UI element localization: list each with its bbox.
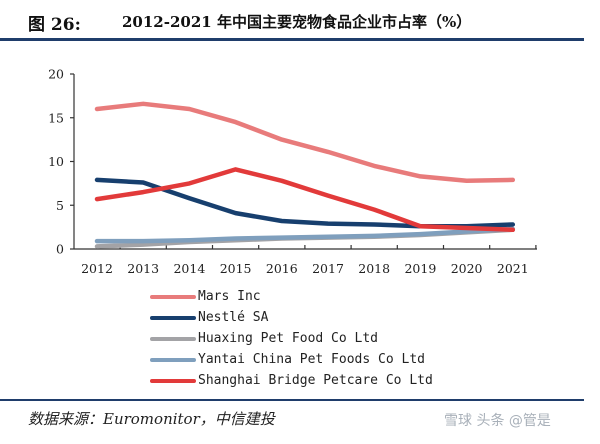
figure-number: 图 26:: [28, 15, 81, 35]
y-tick-label: 20: [48, 67, 64, 82]
footer-divider: [0, 399, 584, 401]
x-tick-label: 2020: [451, 261, 483, 276]
legend-swatch: [150, 378, 196, 383]
legend-label: Huaxing Pet Food Co Ltd: [198, 331, 379, 346]
legend-label: Nestlé SA: [198, 310, 269, 325]
y-tick-label: 15: [48, 110, 64, 125]
legend-item: Mars Inc: [150, 286, 433, 307]
series-line-shanghai-bridge-petcare-co-ltd: [94, 167, 516, 233]
y-tick-label: 5: [56, 198, 64, 213]
legend-swatch: [150, 336, 196, 341]
line-chart: 0 5 10 15 20 2012 2013 2014 2015 2016 2017 2018 2019…: [48, 67, 537, 276]
legend: Mars Inc Nestlé SA Huaxing Pet Food Co Ltd…: [150, 286, 433, 391]
header-divider: [0, 38, 584, 41]
legend-item: Yantai China Pet Foods Co Ltd: [150, 349, 433, 370]
legend-label: Yantai China Pet Foods Co Ltd: [198, 352, 425, 367]
x-tick-label: 2015: [220, 261, 252, 276]
legend-swatch: [150, 294, 196, 299]
x-tick-label: 2014: [173, 261, 205, 276]
series-line-mars-inc: [94, 101, 516, 184]
chart-title: 2012-2021 年中国主要宠物食品企业市占率（%）: [122, 13, 472, 31]
legend-item: Nestlé SA: [150, 307, 433, 328]
y-tick-label: 0: [56, 242, 64, 257]
legend-swatch: [150, 357, 196, 362]
x-tick-label: 2017: [312, 261, 344, 276]
legend-swatch: [150, 315, 196, 320]
legend-label: Mars Inc: [198, 289, 261, 304]
x-tick-label: 2021: [497, 261, 529, 276]
figure-header: 图 26: 2012-2021 年中国主要宠物食品企业市占率（%）: [0, 0, 600, 40]
x-tick-label: 2012: [81, 261, 113, 276]
source-note: 数据来源：Euromonitor，中信建投: [28, 410, 275, 428]
x-tick-label: 2019: [404, 261, 436, 276]
legend-item: Shanghai Bridge Petcare Co Ltd: [150, 370, 433, 391]
x-tick-label: 2018: [358, 261, 390, 276]
legend-item: Huaxing Pet Food Co Ltd: [150, 328, 433, 349]
legend-label: Shanghai Bridge Petcare Co Ltd: [198, 373, 433, 388]
watermark: 雪球 头条 @管是: [444, 413, 551, 429]
x-tick-label: 2013: [127, 261, 159, 276]
y-tick-label: 10: [48, 154, 64, 169]
series-line-yantai-china-pet-foods-co-ltd: [94, 226, 516, 244]
x-tick-label: 2016: [266, 261, 298, 276]
